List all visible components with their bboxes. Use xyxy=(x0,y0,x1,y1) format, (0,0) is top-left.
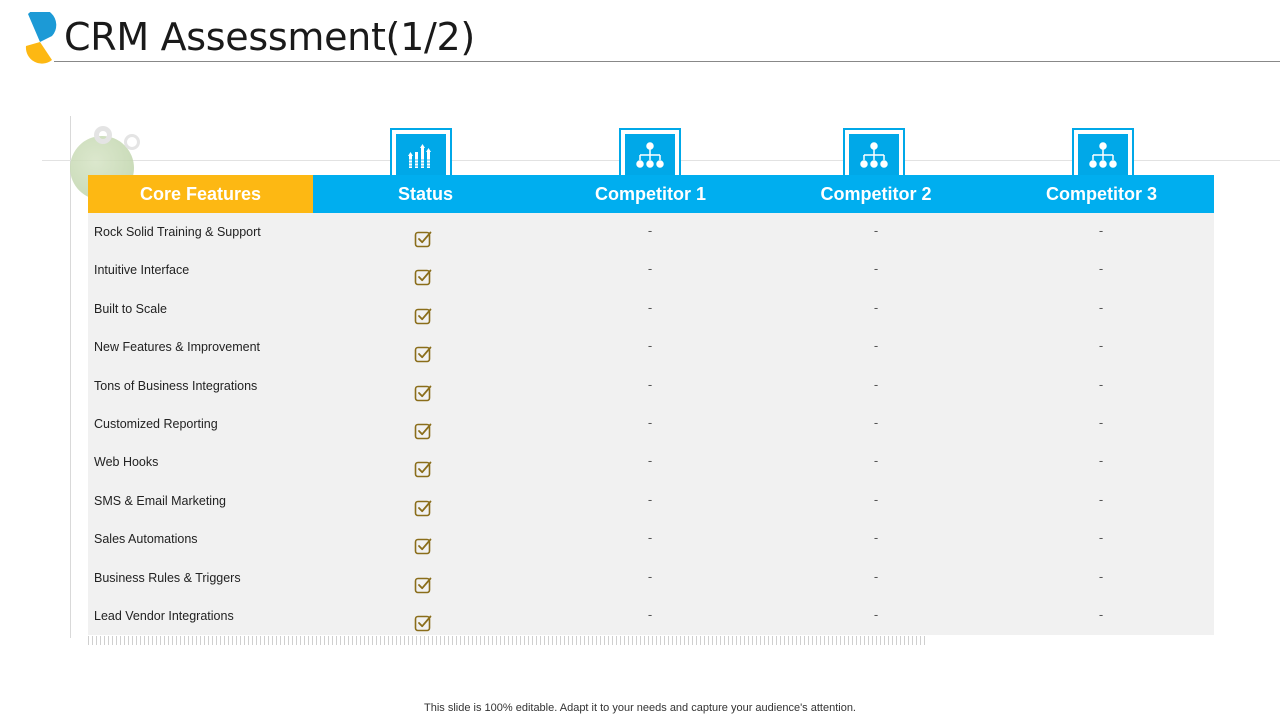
hierarchy-icon xyxy=(860,142,888,168)
feature-label: Intuitive Interface xyxy=(94,263,190,278)
table-row: Business Rules & Triggers - - - xyxy=(88,559,1214,597)
checkbox-checked-icon xyxy=(414,538,432,555)
competitor-2-value: - xyxy=(873,414,879,430)
hierarchy-icon xyxy=(1089,142,1117,168)
bar-chart-icon xyxy=(408,143,433,168)
competitor-2-value: - xyxy=(873,223,879,238)
header-competitor-1: Competitor 1 xyxy=(538,175,763,213)
competitor-3-value: - xyxy=(1098,414,1104,430)
competitor-2-value: - xyxy=(873,299,879,315)
feature-label: New Features & Improvement xyxy=(94,340,261,355)
checkbox-checked-icon xyxy=(414,461,432,478)
feature-label: Sales Automations xyxy=(94,532,198,547)
checkbox-checked-icon xyxy=(414,423,432,440)
competitor-3-value: - xyxy=(1098,261,1104,277)
table-row: Built to Scale - - - xyxy=(88,290,1214,328)
feature-label: Lead Vendor Integrations xyxy=(94,608,234,623)
checkbox-checked-icon xyxy=(414,385,432,401)
competitor3-icon-box xyxy=(1072,128,1134,178)
table-row: Customized Reporting - - - xyxy=(88,405,1214,443)
status-icon-box xyxy=(390,128,452,178)
table-row: Sales Automations - - - xyxy=(88,520,1214,558)
decorative-ring xyxy=(94,126,112,144)
feature-label: SMS & Email Marketing xyxy=(94,493,226,508)
competitor-2-value: - xyxy=(873,491,879,507)
table-body-background xyxy=(88,213,1214,635)
table-header: Core Features Status Competitor 1 Compet… xyxy=(88,175,1214,213)
page-title: CRM Assessment(1/2) xyxy=(64,15,475,59)
checkbox-checked-icon xyxy=(414,308,432,325)
table-row: Tons of Business Integrations - - - xyxy=(88,367,1214,405)
competitor-1-value: - xyxy=(647,453,653,469)
brand-logo xyxy=(25,12,57,64)
table-row: Rock Solid Training & Support - - - xyxy=(88,213,1214,251)
table-rows: Rock Solid Training & Support - - - Intuitiv… xyxy=(88,213,1214,635)
decorative-ring-small xyxy=(124,134,140,150)
table-row: New Features & Improvement - - - xyxy=(88,328,1214,366)
competitor-1-value: - xyxy=(647,530,653,546)
checkbox-checked-icon xyxy=(414,500,432,517)
checkbox-checked-icon xyxy=(414,346,432,363)
competitor-2-value: - xyxy=(873,376,879,392)
competitor-1-value: - xyxy=(647,338,653,354)
header-competitor-2: Competitor 2 xyxy=(763,175,989,213)
competitor-3-value: - xyxy=(1098,376,1104,392)
header-competitor-3: Competitor 3 xyxy=(989,175,1214,213)
footer-note: This slide is 100% editable. Adapt it to… xyxy=(424,702,856,714)
feature-label: Built to Scale xyxy=(94,301,167,316)
competitor-2-value: - xyxy=(873,568,879,584)
checkbox-checked-icon xyxy=(414,269,432,286)
competitor-3-value: - xyxy=(1098,299,1104,315)
feature-label: Web Hooks xyxy=(94,455,159,470)
competitor-2-value: - xyxy=(873,606,879,622)
competitor-1-value: - xyxy=(647,606,653,622)
competitor-2-value: - xyxy=(873,530,879,546)
checkbox-checked-icon xyxy=(414,577,432,593)
checkbox-checked-icon xyxy=(414,615,432,632)
competitor-1-value: - xyxy=(647,223,653,238)
decorative-stripes xyxy=(88,636,928,645)
competitor-1-value: - xyxy=(647,299,653,315)
feature-label: Business Rules & Triggers xyxy=(94,570,241,585)
table-row: SMS & Email Marketing - - - xyxy=(88,482,1214,520)
competitor-3-value: - xyxy=(1098,338,1104,354)
competitor-3-value: - xyxy=(1098,491,1104,507)
competitor-1-value: - xyxy=(647,376,653,392)
header-status: Status xyxy=(313,175,538,213)
competitor-2-value: - xyxy=(873,338,879,354)
competitor-2-value: - xyxy=(873,261,879,277)
competitor-1-value: - xyxy=(647,261,653,277)
feature-label: Customized Reporting xyxy=(94,416,218,431)
competitor-3-value: - xyxy=(1098,453,1104,469)
competitor-1-value: - xyxy=(647,568,653,584)
competitor-3-value: - xyxy=(1098,223,1104,238)
header-core-features: Core Features xyxy=(88,175,313,213)
title-underline xyxy=(54,61,1280,62)
table-row: Web Hooks - - - xyxy=(88,443,1214,481)
competitor-1-value: - xyxy=(647,491,653,507)
decorative-vertical-line xyxy=(70,116,71,638)
competitor-3-value: - xyxy=(1098,606,1104,622)
competitor-1-value: - xyxy=(647,414,653,430)
hierarchy-icon xyxy=(636,142,664,168)
competitor1-icon-box xyxy=(619,128,681,178)
competitor2-icon-box xyxy=(843,128,905,178)
competitor-2-value: - xyxy=(873,453,879,469)
competitor-3-value: - xyxy=(1098,530,1104,546)
table-row: Intuitive Interface - - - xyxy=(88,251,1214,289)
competitor-3-value: - xyxy=(1098,568,1104,584)
feature-label: Rock Solid Training & Support xyxy=(94,225,261,239)
checkbox-checked-icon xyxy=(414,231,432,248)
table-row: Lead Vendor Integrations - - - xyxy=(88,597,1214,635)
feature-label: Tons of Business Integrations xyxy=(94,378,258,393)
